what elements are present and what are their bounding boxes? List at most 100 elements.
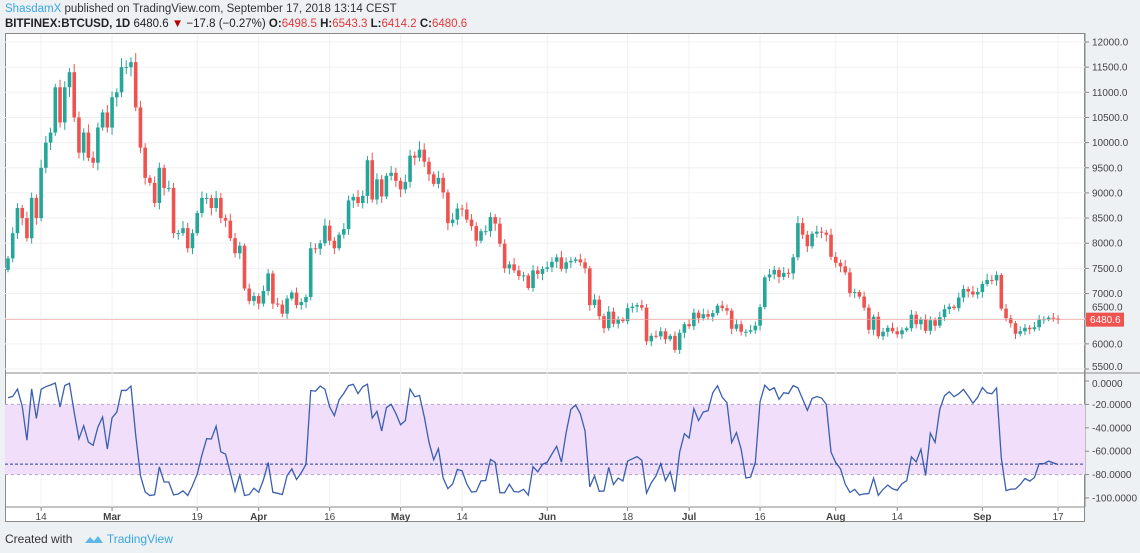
candle-body (233, 238, 237, 254)
candle-body (252, 296, 256, 302)
candle-body (587, 268, 592, 306)
candle-body (796, 223, 800, 258)
candle-body (1013, 323, 1018, 334)
candle-body (441, 177, 445, 193)
candle-body (304, 297, 308, 303)
candle-body (370, 160, 375, 200)
low-label: L: (370, 18, 382, 30)
candle-body (573, 259, 578, 261)
candle-body (228, 220, 233, 239)
price-tick-label: 5500.0 (1092, 362, 1123, 373)
author-link[interactable]: ShasdamX (5, 3, 62, 15)
candle-body (204, 197, 209, 199)
candle-body (545, 267, 550, 269)
candle-body (403, 181, 408, 190)
candle-body (237, 245, 242, 254)
candle-body (904, 328, 909, 331)
price-tick-label: 11000.0 (1092, 88, 1128, 99)
candle-body (800, 223, 805, 235)
indicator-tick-label: -40.0000 (1092, 423, 1132, 434)
price-tick-label: 11500.0 (1092, 63, 1128, 74)
candle-body (900, 330, 904, 335)
candle-body (833, 256, 838, 263)
x-tick-label: 18 (622, 512, 634, 523)
close-value: 6480.6 (432, 18, 468, 30)
candle-body (412, 155, 417, 158)
price-tick-label: 7000.0 (1092, 289, 1123, 300)
candle-body (1056, 318, 1060, 320)
candle-body (483, 231, 488, 233)
candle-body (275, 303, 280, 305)
indicator-tick-label: -20.0000 (1092, 400, 1132, 411)
candle-body (1051, 317, 1056, 319)
candle-body (658, 331, 663, 337)
candle-body (696, 312, 701, 319)
candle-body (384, 175, 389, 197)
candle-body (356, 196, 360, 203)
candle-body (971, 291, 975, 295)
candle-body (200, 197, 204, 214)
candle-body (460, 208, 464, 210)
price-tick-label: 6500.0 (1092, 303, 1123, 314)
candle-body (129, 62, 133, 68)
candle-body (152, 182, 157, 203)
candle-body (687, 324, 691, 327)
candle-body (616, 319, 620, 324)
candle-body (611, 311, 616, 324)
candle-body (157, 167, 162, 203)
candle-body (753, 325, 758, 331)
x-tick-label: Jul (682, 512, 697, 523)
candle-body (994, 274, 999, 281)
price-tick-label: 8500.0 (1092, 214, 1123, 225)
tradingview-logo[interactable]: TradingView (84, 532, 173, 546)
candle-body (48, 132, 53, 143)
candle-body (290, 292, 294, 299)
candle-body (938, 317, 942, 326)
candle-body (58, 87, 62, 123)
candle-body (881, 331, 885, 337)
candle-body (824, 232, 829, 235)
candle-body (654, 335, 658, 337)
candle-body (867, 307, 871, 330)
candle-body (919, 319, 923, 325)
last-price: 6480.6 (133, 18, 169, 30)
candle-body (621, 319, 625, 322)
candle-body (625, 308, 630, 322)
candle-body (25, 218, 29, 239)
candle-body (162, 167, 166, 188)
candle-body (67, 72, 72, 88)
candle-body (635, 305, 639, 307)
low-value: 6414.2 (381, 18, 417, 30)
publish-info: ShasdamX published on TradingView.com, S… (5, 3, 397, 15)
candle-body (39, 167, 43, 219)
candle-body (550, 261, 554, 268)
candle-body (592, 299, 597, 306)
candle-body (417, 149, 422, 158)
candle-body (578, 259, 583, 263)
candle-body (1018, 331, 1023, 334)
candle-body (488, 217, 493, 232)
candle-body (990, 279, 994, 281)
candle-body (975, 292, 980, 295)
candle-body (81, 132, 86, 153)
candle-body (559, 257, 564, 269)
candle-body (431, 174, 436, 184)
candle-body (1046, 317, 1051, 320)
candle-body (966, 289, 970, 292)
candle-body (810, 233, 814, 247)
x-tick-label: 14 (36, 512, 48, 523)
candle-body (181, 228, 185, 234)
candle-body (640, 305, 644, 308)
candle-body (493, 217, 497, 224)
price-tick-label: 10500.0 (1092, 113, 1129, 124)
close-label: C: (419, 18, 432, 30)
price-tick-label: 10000.0 (1092, 138, 1129, 149)
candle-body (351, 196, 356, 201)
candle-body (507, 264, 512, 269)
candle-body (214, 197, 218, 209)
candle-body (942, 309, 947, 318)
candle-body (673, 335, 677, 350)
candle-body (895, 331, 900, 335)
candle-body (176, 233, 181, 235)
